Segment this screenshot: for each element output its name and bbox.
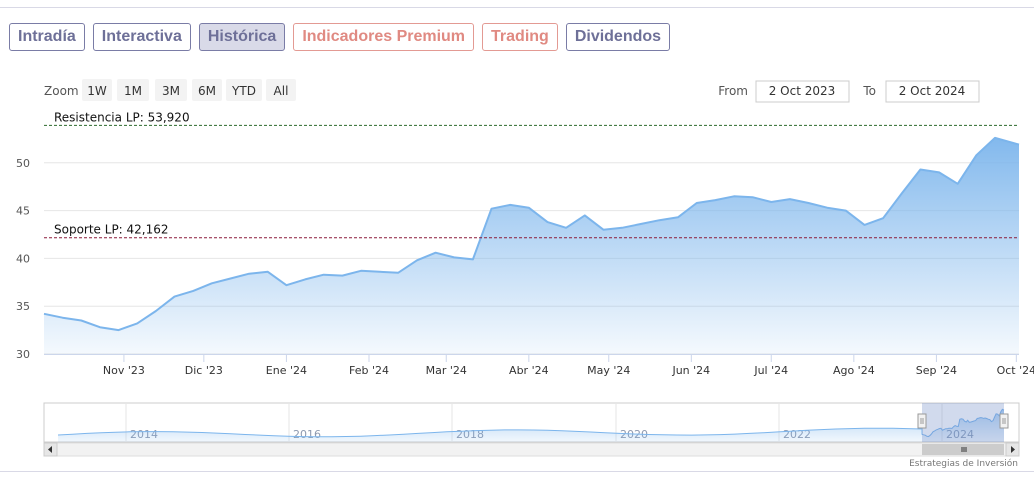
y-tick-label: 35 bbox=[16, 300, 30, 313]
handle-body[interactable] bbox=[999, 413, 1009, 429]
y-tick-label: 40 bbox=[16, 252, 30, 265]
to-date-input[interactable] bbox=[885, 80, 980, 103]
navigator-area bbox=[58, 409, 1004, 442]
tab-histórica[interactable]: Histórica bbox=[198, 23, 286, 51]
zoom-button-label[interactable]: YTD bbox=[231, 84, 256, 98]
from-date-input[interactable] bbox=[755, 80, 850, 103]
view-tabs: Intradía Interactiva Histórica Indicadores … bbox=[9, 23, 671, 51]
zoom-button-bg[interactable] bbox=[266, 79, 296, 101]
x-tick-label: Mar '24 bbox=[426, 364, 467, 377]
navigator-right-handle[interactable] bbox=[999, 413, 1009, 429]
y-tick-label: 50 bbox=[16, 157, 30, 170]
x-tick-label: Ene '24 bbox=[266, 364, 307, 377]
zoom-button-bg[interactable] bbox=[82, 79, 112, 101]
price-line bbox=[43, 136, 1020, 332]
x-tick-label: Abr '24 bbox=[509, 364, 549, 377]
zoom-button-1m[interactable]: 1M bbox=[117, 79, 149, 101]
y-tick-label: 45 bbox=[16, 205, 30, 218]
x-tick-label: Jun '24 bbox=[671, 364, 710, 377]
from-date-value[interactable]: 2 Oct 2023 bbox=[769, 84, 836, 98]
navigator-left-handle[interactable] bbox=[917, 413, 927, 429]
arrow-left-icon bbox=[48, 446, 52, 453]
zoom-label: Zoom bbox=[44, 84, 79, 98]
zoom-button-all[interactable]: All bbox=[266, 79, 296, 101]
x-tick-label: Jul '24 bbox=[753, 364, 788, 377]
arrow-right-icon bbox=[1011, 446, 1015, 453]
to-label: To bbox=[862, 84, 876, 98]
zoom-button-bg[interactable] bbox=[155, 79, 187, 101]
scrollbar-track[interactable] bbox=[43, 442, 1020, 457]
zoom-button-1w[interactable]: 1W bbox=[82, 79, 112, 101]
zoom-button-ytd[interactable]: YTD bbox=[226, 79, 262, 101]
x-tick-label: Nov '23 bbox=[103, 364, 145, 377]
zoom-button-label[interactable]: 1W bbox=[87, 84, 107, 98]
x-tick-label: Sep '24 bbox=[916, 364, 957, 377]
zoom-button-label[interactable]: 1M bbox=[124, 84, 142, 98]
from-label: From bbox=[718, 84, 748, 98]
to-date-value[interactable]: 2 Oct 2024 bbox=[899, 84, 966, 98]
tab-indicadores-premium[interactable]: Indicadores Premium bbox=[293, 23, 475, 51]
scrollbar-thumb[interactable] bbox=[922, 444, 1004, 455]
handle-body[interactable] bbox=[917, 413, 927, 429]
credits-text[interactable]: Estrategias de Inversión bbox=[909, 458, 1018, 469]
tab-dividendos[interactable]: Dividendos bbox=[565, 23, 671, 51]
zoom-button-bg[interactable] bbox=[226, 79, 262, 101]
navigator-line bbox=[57, 408, 1005, 438]
annotation-label: Resistencia LP: 53,920 bbox=[54, 110, 190, 124]
price-area bbox=[44, 137, 1019, 354]
zoom-button-label[interactable]: 6M bbox=[198, 84, 216, 98]
tab-intradía[interactable]: Intradía bbox=[9, 23, 85, 51]
top-divider bbox=[0, 7, 1034, 8]
zoom-button-6m[interactable]: 6M bbox=[192, 79, 222, 101]
annotation-label: Soporte LP: 42,162 bbox=[54, 223, 169, 237]
navigator-mask[interactable] bbox=[922, 403, 1004, 442]
zoom-button-bg[interactable] bbox=[117, 79, 149, 101]
x-tick-label: Dic '23 bbox=[185, 364, 223, 377]
zoom-button-label[interactable]: All bbox=[274, 84, 289, 98]
scrollbar-grip-icon bbox=[961, 447, 967, 452]
y-tick-label: 30 bbox=[16, 348, 30, 361]
x-tick-label: Ago '24 bbox=[833, 364, 875, 377]
zoom-button-3m[interactable]: 3M bbox=[155, 79, 187, 101]
tab-trading[interactable]: Trading bbox=[482, 23, 558, 51]
x-tick-label: Oct '24 bbox=[997, 364, 1034, 377]
zoom-button-label[interactable]: 3M bbox=[162, 84, 180, 98]
x-tick-label: May '24 bbox=[587, 364, 630, 377]
x-tick-label: Feb '24 bbox=[349, 364, 389, 377]
tab-interactiva[interactable]: Interactiva bbox=[92, 23, 191, 51]
zoom-button-bg[interactable] bbox=[192, 79, 222, 101]
